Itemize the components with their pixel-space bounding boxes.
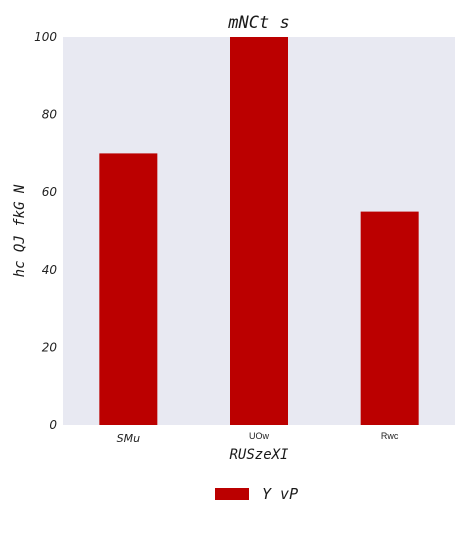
legend-swatch: [215, 488, 249, 500]
bar-SMu: [99, 153, 158, 425]
x-tick-label: SMu: [117, 432, 140, 445]
y-axis-label: hc QJ fkG N: [12, 184, 28, 277]
bars: [99, 37, 419, 425]
y-tick-labels: 0 20 40 60 80 100: [34, 30, 57, 432]
chart-title: mNCt s: [227, 13, 289, 33]
y-tick-label: 100: [34, 30, 57, 44]
legend: Y vP: [215, 485, 298, 503]
y-tick-label: 60: [42, 185, 58, 199]
y-tick-label: 40: [42, 263, 58, 277]
bar-Rwc: [360, 211, 419, 425]
y-tick-label: 80: [42, 108, 58, 122]
x-tick-labels: SMu UOw Rwc: [117, 431, 399, 445]
legend-label: Y vP: [262, 485, 298, 503]
x-tick-label: UOw: [249, 431, 270, 441]
bar-UOw: [230, 37, 288, 425]
x-tick-label: Rwc: [381, 431, 399, 441]
y-tick-label: 0: [49, 418, 57, 432]
x-axis-label: RUSzeXI: [229, 447, 289, 463]
y-tick-label: 20: [42, 340, 58, 354]
